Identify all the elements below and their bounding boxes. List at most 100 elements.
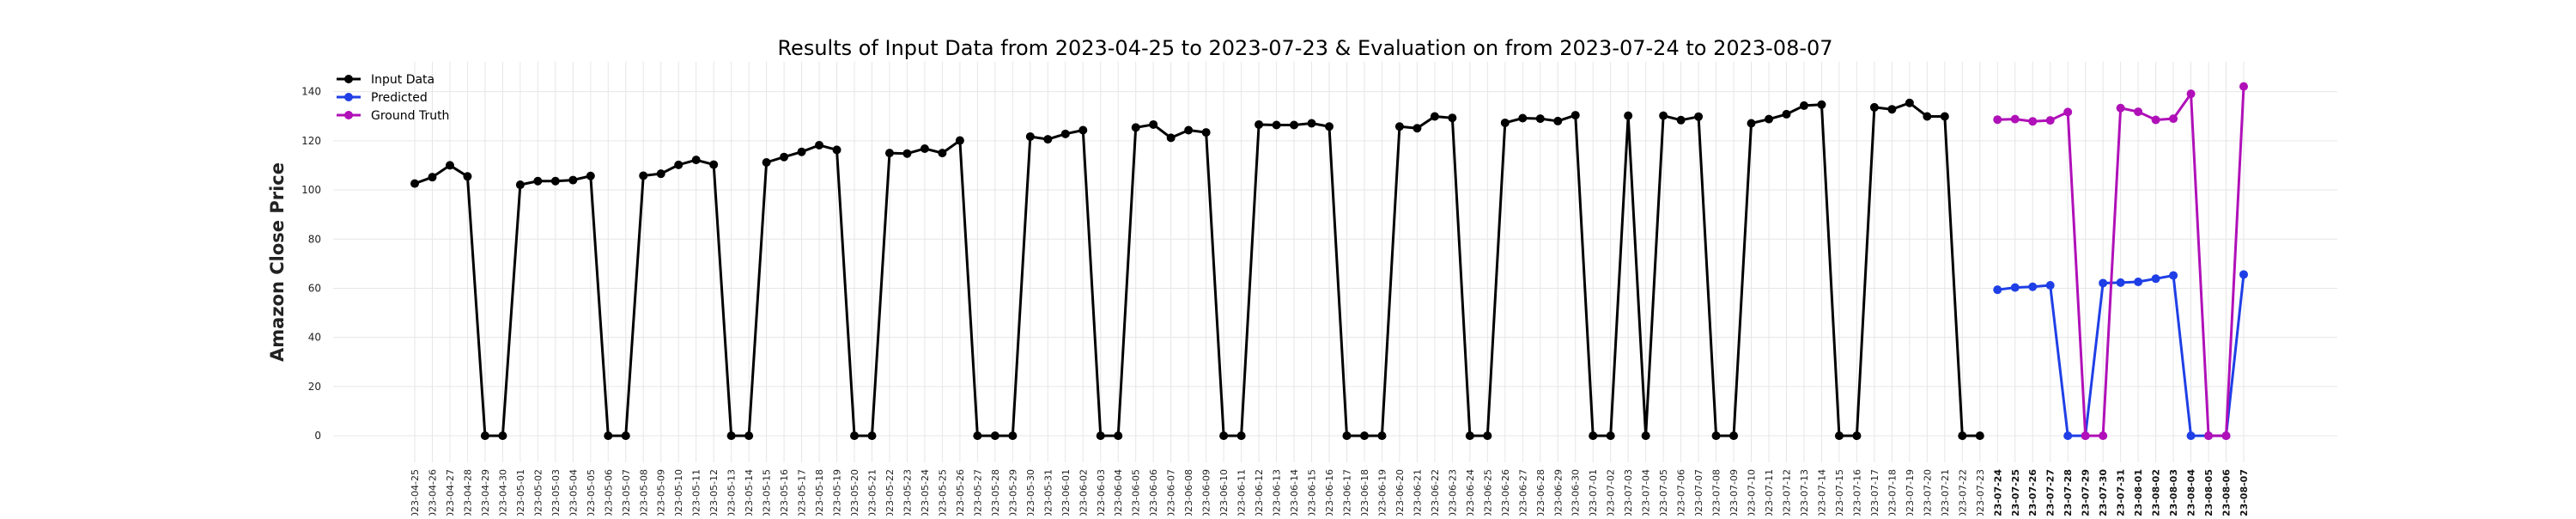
data-point bbox=[1958, 431, 1967, 441]
data-point bbox=[2186, 431, 2196, 441]
legend-item-input-data: Input Data bbox=[337, 73, 434, 87]
data-point bbox=[480, 431, 489, 441]
data-point bbox=[1201, 128, 1211, 137]
x-tick-label: 2023-07-02 bbox=[1606, 469, 1617, 516]
data-point bbox=[973, 431, 982, 441]
x-tick-label: 2023-06-03 bbox=[1096, 469, 1107, 516]
x-tick-label: 2023-07-19 bbox=[1905, 469, 1916, 516]
data-point bbox=[1852, 431, 1862, 441]
data-point bbox=[2169, 271, 2178, 280]
data-point bbox=[1342, 431, 1352, 441]
legend-swatch-marker bbox=[344, 111, 353, 119]
series-line-input-data bbox=[414, 101, 1980, 437]
x-tick-label: 2023-06-23 bbox=[1447, 469, 1458, 516]
x-tick-label: 2023-05-18 bbox=[814, 469, 825, 516]
data-point bbox=[1765, 114, 1774, 124]
x-tick-label: 2023-05-11 bbox=[691, 469, 702, 516]
x-tick-label: 2023-07-30 bbox=[2098, 469, 2109, 516]
x-tick-label: 2023-05-20 bbox=[849, 469, 860, 516]
y-tick-label: 40 bbox=[308, 332, 321, 344]
x-tick-label: 2023-07-24 bbox=[1992, 469, 2003, 516]
x-tick-label: 2023-06-08 bbox=[1183, 469, 1194, 516]
data-point bbox=[1043, 135, 1053, 144]
data-point bbox=[639, 171, 648, 180]
x-tick-label: 2023-04-28 bbox=[462, 469, 473, 516]
data-point bbox=[1817, 100, 1826, 109]
data-point bbox=[2134, 107, 2143, 117]
x-tick-label: 2023-04-26 bbox=[427, 469, 438, 516]
x-tick-label: 2023-06-25 bbox=[1482, 469, 1493, 516]
data-point bbox=[797, 147, 806, 156]
x-tick-label: 2023-08-06 bbox=[2221, 469, 2233, 516]
y-axis-label: Amazon Close Price bbox=[267, 162, 288, 362]
data-point bbox=[1747, 119, 1756, 128]
legend-label: Ground Truth bbox=[371, 109, 449, 123]
data-point bbox=[1869, 102, 1879, 112]
data-point bbox=[2221, 431, 2231, 441]
data-point bbox=[2186, 89, 2196, 99]
x-tick-label: 2023-08-02 bbox=[2151, 469, 2162, 516]
data-point bbox=[920, 143, 929, 153]
data-point bbox=[1782, 109, 1791, 119]
data-point bbox=[1114, 431, 1123, 441]
x-tick-label: 2023-06-01 bbox=[1060, 469, 1072, 516]
data-point bbox=[2134, 278, 2143, 287]
x-tick-label: 2023-06-09 bbox=[1201, 469, 1212, 516]
data-point bbox=[1799, 101, 1808, 110]
data-point bbox=[850, 431, 860, 441]
data-point bbox=[2151, 115, 2160, 125]
data-point bbox=[1255, 119, 1264, 129]
data-point bbox=[884, 149, 894, 158]
data-point bbox=[1993, 285, 2002, 295]
x-tick-label: 2023-07-04 bbox=[1641, 469, 1652, 516]
data-point bbox=[1272, 120, 1281, 130]
x-tick-label: 2023-05-28 bbox=[990, 469, 1001, 516]
y-tick-label: 60 bbox=[308, 282, 321, 294]
x-tick-label: 2023-05-25 bbox=[937, 469, 948, 516]
data-point bbox=[2045, 116, 2055, 125]
data-point bbox=[2204, 431, 2214, 441]
data-point bbox=[1729, 431, 1739, 441]
x-tick-label: 2023-08-07 bbox=[2239, 469, 2250, 516]
x-tick-label: 2023-05-27 bbox=[972, 469, 983, 516]
x-tick-label: 2023-05-24 bbox=[920, 469, 931, 516]
x-tick-label: 2023-07-17 bbox=[1869, 469, 1880, 516]
data-point bbox=[1887, 105, 1897, 114]
y-tick-label: 120 bbox=[301, 135, 321, 147]
data-point bbox=[1219, 431, 1229, 441]
x-tick-label: 2023-06-19 bbox=[1376, 469, 1388, 516]
x-tick-label: 2023-06-26 bbox=[1500, 469, 1511, 516]
data-point bbox=[2169, 114, 2178, 124]
x-tick-label: 2023-05-07 bbox=[621, 469, 632, 516]
x-tick-label: 2023-04-25 bbox=[410, 469, 421, 516]
x-tick-label: 2023-05-10 bbox=[673, 469, 684, 516]
data-point bbox=[2099, 278, 2108, 288]
x-tick-label: 2023-05-21 bbox=[867, 469, 878, 516]
x-tick-label: 2023-06-11 bbox=[1236, 469, 1248, 516]
data-point bbox=[691, 156, 701, 165]
x-tick-label: 2023-05-19 bbox=[832, 469, 843, 516]
data-point bbox=[1923, 112, 1932, 121]
x-tick-label: 2023-06-04 bbox=[1113, 469, 1124, 516]
data-point bbox=[2028, 282, 2038, 291]
data-point bbox=[1236, 431, 1246, 441]
axes: 0 20 40 60 80 100 120 140 2023-04-25 2023-04-26 20… bbox=[301, 86, 2250, 519]
x-tick-label: 2023-07-27 bbox=[2045, 469, 2057, 516]
x-tick-label: 2023-05-17 bbox=[797, 469, 808, 516]
legend-swatch-marker bbox=[344, 93, 353, 101]
data-point bbox=[1905, 98, 1914, 107]
x-tick-label: 2023-05-05 bbox=[586, 469, 597, 516]
x-tick-label: 2023-06-20 bbox=[1394, 469, 1406, 516]
x-tick-label: 2023-07-13 bbox=[1799, 469, 1810, 516]
x-tick-label: 2023-07-09 bbox=[1728, 469, 1740, 516]
data-point bbox=[1307, 119, 1316, 128]
data-point bbox=[1008, 431, 1018, 441]
data-point bbox=[621, 431, 630, 441]
x-tick-label: 2023-07-03 bbox=[1623, 469, 1634, 516]
x-tick-label: 2023-04-30 bbox=[497, 469, 508, 516]
data-point bbox=[1676, 115, 1686, 125]
x-tick-label: 2023-07-26 bbox=[2027, 469, 2038, 516]
data-point bbox=[2099, 431, 2108, 441]
data-point bbox=[656, 169, 665, 179]
